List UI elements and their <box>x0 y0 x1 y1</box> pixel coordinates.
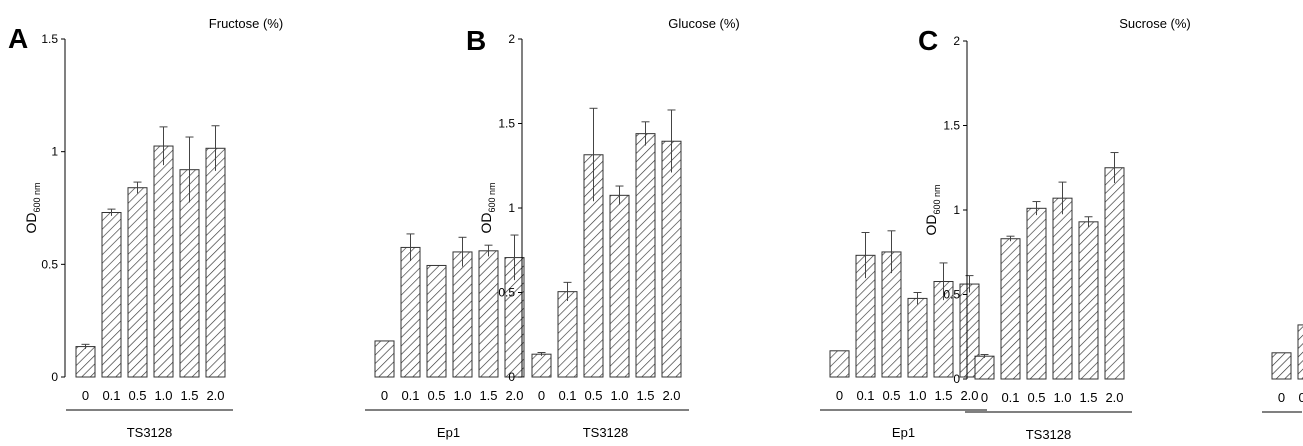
group-label: Ep1 <box>437 425 460 440</box>
bar <box>1297 324 1303 380</box>
panel-b-title: Glucose (%) <box>668 16 740 31</box>
y-tick-label: 0.5 <box>943 288 960 302</box>
y-tick-label: 1.5 <box>498 117 515 131</box>
bar <box>75 346 96 378</box>
y-tick-label: 0 <box>51 370 58 384</box>
y-tick-label: 0 <box>508 370 515 384</box>
x-tick-label: 0 <box>82 388 89 403</box>
bar <box>557 291 578 378</box>
panel-b-plot: 0 0.5 1 1.5 2 OD600 nm 0 0.1 0.5 1.0 1.5 2.0 TS3128 0… <box>478 32 987 440</box>
bar <box>1000 238 1021 380</box>
bar <box>452 251 473 378</box>
bar <box>101 212 122 378</box>
x-tick-label: 1.0 <box>453 388 471 403</box>
x-tick-label: 1.0 <box>908 388 926 403</box>
x-tick-label: 2.0 <box>960 388 978 403</box>
x-tick-label: 0.5 <box>1027 390 1045 405</box>
y-tick-label: 1 <box>508 201 515 215</box>
x-tick-label: 0 <box>836 388 843 403</box>
bar <box>205 147 226 378</box>
y-tick-label: 1.5 <box>41 32 58 46</box>
group-label: Ep1 <box>892 425 915 440</box>
x-tick-label: 0 <box>981 390 988 405</box>
x-tick-label: 0.1 <box>558 388 576 403</box>
y-tick-label: 1 <box>51 145 58 159</box>
x-tick-label: 0.1 <box>1298 390 1303 405</box>
y-tick-label: 1 <box>953 203 960 217</box>
panel-a-title: Fructose (%) <box>209 16 283 31</box>
x-tick-label: 1.5 <box>934 388 952 403</box>
bar <box>1271 352 1292 380</box>
bar <box>609 194 630 378</box>
bar <box>661 140 682 378</box>
bar <box>426 264 447 378</box>
x-tick-label: 0.5 <box>584 388 602 403</box>
x-tick-label: 0 <box>381 388 388 403</box>
y-tick-label: 0 <box>953 372 960 386</box>
x-tick-label: 0.5 <box>427 388 445 403</box>
y-axis-label: OD600 nm <box>23 182 42 233</box>
group-label: TS3128 <box>583 425 629 440</box>
panel-b-letter: B <box>466 25 486 56</box>
panel-b: B Glucose (%) 0 0.5 1 1.5 2 OD600 nm 0 0.1 0.5 1.… <box>466 16 987 440</box>
x-tick-label: 1.0 <box>1053 390 1071 405</box>
y-axis-label: OD600 nm <box>923 184 942 235</box>
x-tick-label: 0.5 <box>882 388 900 403</box>
x-tick-label: 1.0 <box>610 388 628 403</box>
x-tick-label: 2.0 <box>662 388 680 403</box>
group-label: TS3128 <box>1026 427 1072 442</box>
bar <box>478 250 499 378</box>
panel-c-title: Sucrose (%) <box>1119 16 1191 31</box>
bar <box>153 145 174 378</box>
x-tick-label: 2.0 <box>1105 390 1123 405</box>
panel-c: C Sucrose (%) 0 0.5 1 1.5 2 OD600 nm 0 0.1 0.5 1.… <box>918 16 1303 442</box>
x-tick-label: 2.0 <box>206 388 224 403</box>
y-tick-label: 0.5 <box>41 257 58 271</box>
bar <box>531 353 552 378</box>
x-tick-label: 0.1 <box>1001 390 1019 405</box>
panel-a: A Fructose (%) 0 0.5 1 1.5 OD600 nm 0 0.1 0.5 1.… <box>8 16 532 440</box>
x-tick-label: 0.1 <box>856 388 874 403</box>
y-tick-label: 1.5 <box>943 119 960 133</box>
panel-a-letter: A <box>8 23 28 54</box>
bar <box>1078 221 1099 380</box>
y-tick-label: 2 <box>953 34 960 48</box>
x-tick-label: 2.0 <box>505 388 523 403</box>
group-label: TS3128 <box>127 425 173 440</box>
bar <box>829 350 850 378</box>
bar <box>1052 197 1073 380</box>
panel-c-plot: 0 0.5 1 1.5 2 OD600 nm 0 0.1 0.5 1.0 1.5 2.0 TS3128 0… <box>923 34 1303 442</box>
y-tick-label: 2 <box>508 32 515 46</box>
bar <box>907 297 928 378</box>
x-tick-label: 0.1 <box>102 388 120 403</box>
bar <box>127 187 148 378</box>
bar <box>1104 167 1125 380</box>
x-tick-label: 1.5 <box>180 388 198 403</box>
bar <box>635 133 656 378</box>
bar <box>374 340 395 378</box>
bar <box>1026 207 1047 380</box>
x-tick-label: 0.5 <box>128 388 146 403</box>
y-axis-label: OD600 nm <box>478 182 497 233</box>
x-tick-label: 1.0 <box>154 388 172 403</box>
x-tick-label: 1.5 <box>636 388 654 403</box>
bar <box>400 246 421 378</box>
x-tick-label: 0 <box>1278 390 1285 405</box>
y-tick-label: 0.5 <box>498 286 515 300</box>
x-tick-label: 0 <box>538 388 545 403</box>
x-tick-label: 1.5 <box>1079 390 1097 405</box>
panel-c-letter: C <box>918 25 938 56</box>
x-tick-label: 0.1 <box>401 388 419 403</box>
bar <box>974 355 995 380</box>
x-tick-label: 1.5 <box>479 388 497 403</box>
